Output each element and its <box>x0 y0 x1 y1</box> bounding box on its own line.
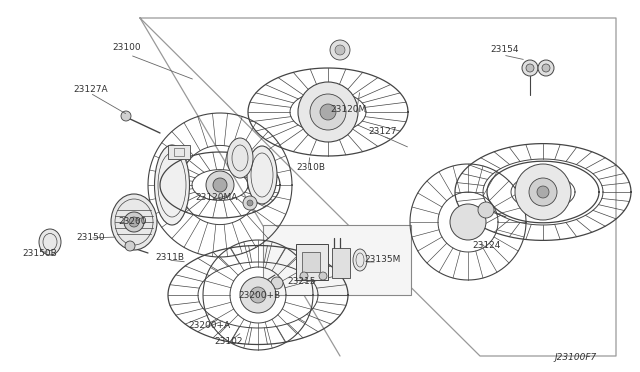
Text: 2311B: 2311B <box>155 253 184 263</box>
Circle shape <box>271 277 283 289</box>
Circle shape <box>298 82 358 142</box>
Text: 23120MA: 23120MA <box>195 193 237 202</box>
Ellipse shape <box>353 249 367 271</box>
Text: J23100F7: J23100F7 <box>554 353 596 362</box>
Text: 23127: 23127 <box>368 126 397 135</box>
Bar <box>168 145 190 159</box>
Text: 23200+B: 23200+B <box>238 291 280 299</box>
Circle shape <box>129 217 139 227</box>
Circle shape <box>330 40 350 60</box>
Ellipse shape <box>227 138 253 178</box>
Text: 23150B: 23150B <box>22 248 57 257</box>
Text: 2310B: 2310B <box>296 164 325 173</box>
Circle shape <box>206 171 234 199</box>
FancyBboxPatch shape <box>332 248 350 278</box>
Circle shape <box>515 164 571 220</box>
Text: 23120M: 23120M <box>330 106 366 115</box>
Circle shape <box>319 272 327 280</box>
Circle shape <box>450 204 486 240</box>
Bar <box>174 148 184 156</box>
Circle shape <box>124 212 144 232</box>
Circle shape <box>537 186 549 198</box>
Circle shape <box>240 277 276 313</box>
Text: 23200+A: 23200+A <box>188 321 230 330</box>
Ellipse shape <box>39 229 61 255</box>
Ellipse shape <box>111 194 157 250</box>
Text: 23215: 23215 <box>287 276 316 285</box>
Circle shape <box>300 272 308 280</box>
Text: 23200: 23200 <box>118 217 147 225</box>
Circle shape <box>526 64 534 72</box>
Circle shape <box>121 111 131 121</box>
Bar <box>263 225 411 295</box>
Text: 23150: 23150 <box>76 234 104 243</box>
Circle shape <box>125 241 135 251</box>
FancyBboxPatch shape <box>296 244 328 280</box>
Circle shape <box>538 60 554 76</box>
FancyBboxPatch shape <box>302 252 320 272</box>
Ellipse shape <box>247 146 277 204</box>
Circle shape <box>335 45 345 55</box>
Circle shape <box>478 202 494 218</box>
Circle shape <box>320 104 336 120</box>
Text: 23135M: 23135M <box>364 254 401 263</box>
Circle shape <box>310 94 346 130</box>
Text: 23124: 23124 <box>472 241 500 250</box>
Text: 23154: 23154 <box>490 45 518 55</box>
Circle shape <box>542 64 550 72</box>
Text: 23127A: 23127A <box>73 86 108 94</box>
Ellipse shape <box>154 145 189 225</box>
Circle shape <box>247 200 253 206</box>
Text: 23100: 23100 <box>112 44 141 52</box>
Circle shape <box>213 178 227 192</box>
Circle shape <box>522 60 538 76</box>
Circle shape <box>243 196 257 210</box>
Circle shape <box>529 178 557 206</box>
Text: 23102: 23102 <box>214 337 243 346</box>
Circle shape <box>250 287 266 303</box>
